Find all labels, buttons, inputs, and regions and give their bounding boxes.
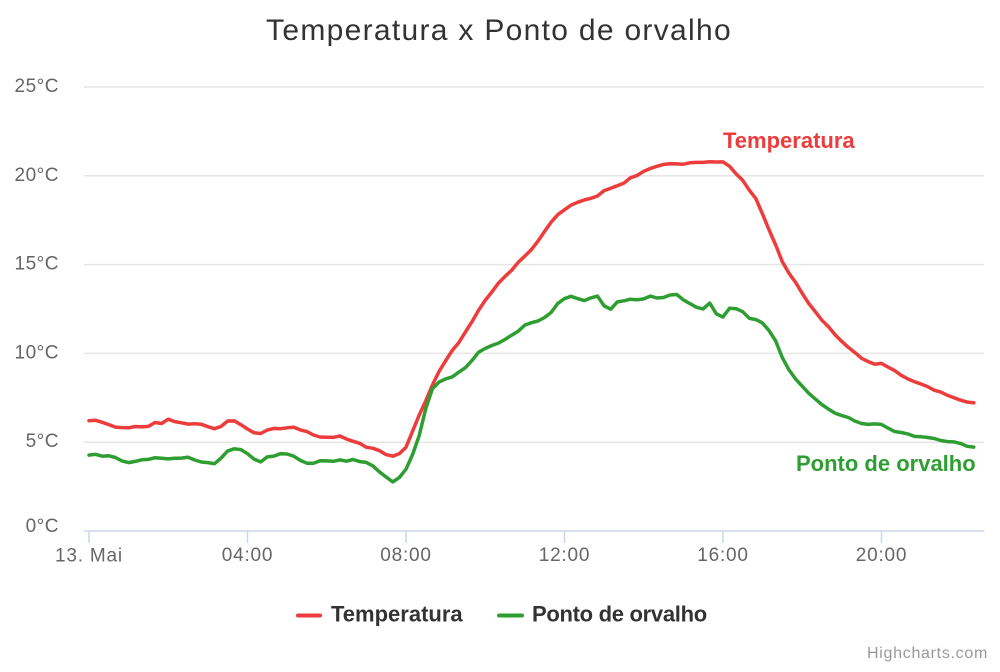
svg-text:Ponto de orvalho: Ponto de orvalho <box>796 451 976 476</box>
svg-text:25°C: 25°C <box>15 76 59 97</box>
svg-text:15°C: 15°C <box>15 254 59 275</box>
svg-text:Temperatura: Temperatura <box>723 128 855 153</box>
svg-text:Temperatura: Temperatura <box>331 602 463 627</box>
svg-text:08:00: 08:00 <box>380 545 432 566</box>
svg-text:04:00: 04:00 <box>222 545 274 566</box>
svg-text:13. Mai: 13. Mai <box>55 546 123 567</box>
svg-text:5°C: 5°C <box>26 431 59 452</box>
svg-text:16:00: 16:00 <box>697 545 749 566</box>
svg-text:20°C: 20°C <box>15 165 59 186</box>
svg-text:Highcharts.com: Highcharts.com <box>867 645 988 662</box>
svg-text:20:00: 20:00 <box>856 545 908 566</box>
svg-text:12:00: 12:00 <box>539 545 591 566</box>
svg-text:Ponto de orvalho: Ponto de orvalho <box>532 602 707 627</box>
svg-text:10°C: 10°C <box>15 342 59 363</box>
svg-text:0°C: 0°C <box>26 516 59 537</box>
svg-text:Temperatura x Ponto de orvalho: Temperatura x Ponto de orvalho <box>266 14 732 47</box>
